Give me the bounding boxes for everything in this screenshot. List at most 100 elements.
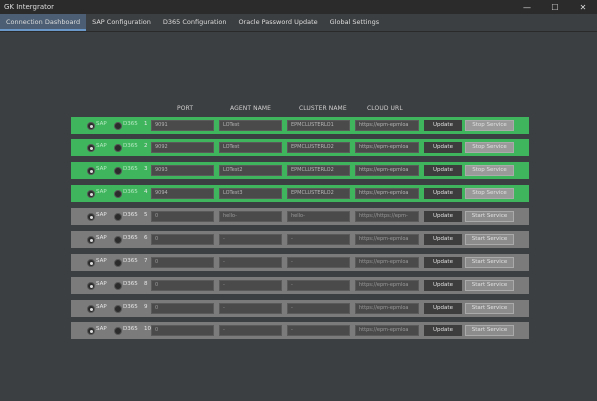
port-field[interactable]: 9091 [151, 120, 214, 131]
stop-service-button[interactable]: Stop Service [465, 188, 514, 199]
d365-radio[interactable] [114, 305, 122, 313]
update-button[interactable]: Update [424, 188, 462, 199]
sap-radio[interactable] [87, 236, 95, 244]
agent-name-field[interactable]: LOTest3 [219, 188, 282, 199]
title-bar: GK Intergrator — ☐ ✕ [0, 0, 597, 14]
d365-radio[interactable] [114, 236, 122, 244]
d365-radio[interactable] [114, 144, 122, 152]
update-button[interactable]: Update [424, 234, 462, 245]
agent-name-field[interactable]: - [219, 280, 282, 291]
port-field[interactable]: 9093 [151, 165, 214, 176]
update-button[interactable]: Update [424, 257, 462, 268]
cloud-url-field[interactable]: https://epm-epmloa [355, 142, 419, 153]
update-button[interactable]: Update [424, 211, 462, 222]
agent-name-field[interactable]: LOTest [219, 142, 282, 153]
stop-service-button[interactable]: Stop Service [465, 142, 514, 153]
start-service-button[interactable]: Start Service [465, 303, 514, 314]
cloud-url-field[interactable]: https://https://epm- [355, 211, 419, 222]
d365-radio[interactable] [114, 122, 122, 130]
d365-radio[interactable] [114, 213, 122, 221]
row-number: 4 [144, 189, 148, 195]
stop-service-button[interactable]: Stop Service [465, 165, 514, 176]
connection-row: SAP D365 10 0- - https://epm-epmloa Update Star… [71, 322, 529, 339]
cluster-name-field[interactable]: EPMCLUSTERLO1 [287, 120, 350, 131]
connection-row: SAP D365 1 9091 LOTest EPMCLUSTERLO1 https://e… [71, 117, 529, 134]
tab-global-settings[interactable]: Global Settings [329, 18, 380, 26]
agent-name-field[interactable]: - [219, 257, 282, 268]
sap-radio[interactable] [87, 190, 95, 198]
d365-radio[interactable] [114, 282, 122, 290]
update-button[interactable]: Update [424, 165, 462, 176]
agent-name-field[interactable]: - [219, 303, 282, 314]
agent-name-field[interactable]: LOTest [219, 120, 282, 131]
port-field[interactable]: 0 [151, 303, 214, 314]
sap-radio[interactable] [87, 167, 95, 175]
agent-name-field[interactable]: - [219, 325, 282, 336]
cluster-name-field[interactable]: - [287, 257, 350, 268]
tab-oracle-password-update[interactable]: Oracle Password Update [238, 18, 318, 26]
sap-radio[interactable] [87, 282, 95, 290]
start-service-button[interactable]: Start Service [465, 325, 514, 336]
tab-d365-configuration[interactable]: D365 Configuration [162, 18, 227, 26]
cluster-name-field[interactable]: - [287, 234, 350, 245]
cloud-url-field[interactable]: https://epm-epmloa [355, 234, 419, 245]
tab-sap-configuration[interactable]: SAP Configuration [92, 18, 151, 26]
cluster-name-field[interactable]: - [287, 303, 350, 314]
sap-radio[interactable] [87, 144, 95, 152]
update-button[interactable]: Update [424, 325, 462, 336]
d365-radio[interactable] [114, 190, 122, 198]
port-field[interactable]: 0 [151, 211, 214, 222]
d365-radio-label: D365 [123, 326, 138, 332]
d365-radio[interactable] [114, 259, 122, 267]
start-service-button[interactable]: Start Service [465, 211, 514, 222]
agent-name-field[interactable]: - [219, 234, 282, 245]
port-field[interactable]: 9092 [151, 142, 214, 153]
start-service-button[interactable]: Start Service [465, 280, 514, 291]
sap-radio[interactable] [87, 259, 95, 267]
cloud-url-field[interactable]: https://epm-epmloa [355, 257, 419, 268]
update-button[interactable]: Update [424, 280, 462, 291]
cluster-name-field[interactable]: - [287, 325, 350, 336]
maximize-icon[interactable]: ☐ [551, 2, 559, 12]
port-field[interactable]: 0 [151, 280, 214, 291]
port-field[interactable]: 9094 [151, 188, 214, 199]
close-icon[interactable]: ✕ [579, 2, 587, 12]
update-button[interactable]: Update [424, 142, 462, 153]
agent-name-field[interactable]: LOTest2 [219, 165, 282, 176]
stop-service-button[interactable]: Stop Service [465, 120, 514, 131]
start-service-button[interactable]: Start Service [465, 234, 514, 245]
port-field[interactable]: 0 [151, 325, 214, 336]
cloud-url-field[interactable]: https://epm-epmloa [355, 325, 419, 336]
update-button[interactable]: Update [424, 120, 462, 131]
sap-radio[interactable] [87, 122, 95, 130]
port-field[interactable]: 0 [151, 257, 214, 268]
sap-radio[interactable] [87, 327, 95, 335]
connection-row: SAP D365 4 9094 LOTest3 EPMCLUSTERLO2 https://… [71, 185, 529, 202]
update-button[interactable]: Update [424, 303, 462, 314]
cluster-name-field[interactable]: - [287, 280, 350, 291]
sap-radio[interactable] [87, 305, 95, 313]
row-number: 7 [144, 258, 148, 264]
sap-radio-label: SAP [96, 304, 107, 310]
agent-name-field[interactable]: hello- [219, 211, 282, 222]
header-agent-name: AGENT NAME [230, 105, 272, 112]
connection-row: SAP D365 3 9093 LOTest2 EPMCLUSTERLO2 https://… [71, 162, 529, 179]
cloud-url-field[interactable]: https://epm-epmloa [355, 280, 419, 291]
d365-radio[interactable] [114, 327, 122, 335]
cluster-name-field[interactable]: hello- [287, 211, 350, 222]
cluster-name-field[interactable]: EPMCLUSTERLO2 [287, 165, 350, 176]
cloud-url-field[interactable]: https://epm-epmloa [355, 165, 419, 176]
cloud-url-field[interactable]: https://epm-epmloa [355, 120, 419, 131]
sap-radio-label: SAP [96, 121, 107, 127]
cloud-url-field[interactable]: https://epm-epmloa [355, 303, 419, 314]
row-number: 5 [144, 212, 148, 218]
cloud-url-field[interactable]: https://epm-epmloa [355, 188, 419, 199]
tab-connection-dashboard[interactable]: Connection Dashboard [0, 14, 87, 31]
minimize-icon[interactable]: — [523, 2, 531, 12]
cluster-name-field[interactable]: EPMCLUSTERLO2 [287, 142, 350, 153]
start-service-button[interactable]: Start Service [465, 257, 514, 268]
port-field[interactable]: 0 [151, 234, 214, 245]
sap-radio[interactable] [87, 213, 95, 221]
d365-radio[interactable] [114, 167, 122, 175]
cluster-name-field[interactable]: EPMCLUSTERLO2 [287, 188, 350, 199]
